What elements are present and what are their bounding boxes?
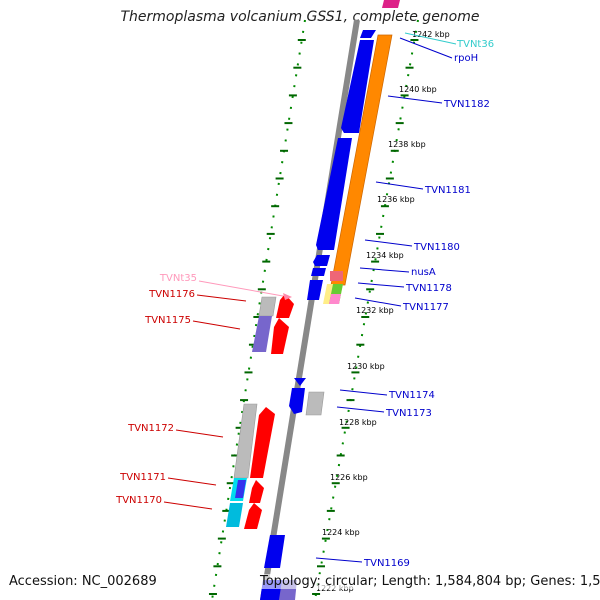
gene-TVN1170 (244, 503, 262, 529)
genome-title: Thermoplasma volcanium GSS1, complete ge… (120, 9, 480, 25)
gene-label-TVN1174[interactable]: TVN1174 (388, 390, 435, 401)
gene-TVN1182 (341, 40, 374, 133)
gene-TVN1175 (271, 318, 289, 354)
gene-pink-small (329, 294, 341, 304)
leader-line (375, 181, 424, 190)
gene-label-TVN1171[interactable]: TVN1171 (119, 472, 166, 483)
scale-label: 1242 kbp (412, 30, 450, 39)
leader-line (192, 320, 241, 330)
genome-summary-text: Topology: circular; Length: 1,584,804 bp… (260, 574, 600, 589)
gene-label-nusA[interactable]: nusA (411, 267, 436, 278)
gene-TVNt35 (283, 293, 292, 300)
gene-label-TVN1180[interactable]: TVN1180 (413, 242, 460, 253)
scale-label: 1240 kbp (399, 85, 437, 94)
gene-TVN1172-gray (233, 403, 258, 479)
gene-TVN1180 (313, 255, 330, 266)
scale-label: 1224 kbp (322, 528, 360, 537)
left-gene-labels: TVNt35 TVN1176 TVN1175 TVN1172 TVN1171 T… (115, 273, 284, 510)
leader-line (163, 501, 213, 510)
gene-label-TVN1173[interactable]: TVN1173 (385, 408, 432, 419)
gene-arrow-small (294, 378, 306, 386)
gene-TVN1176-forward (276, 294, 294, 318)
gene-TVN1178 (307, 280, 323, 300)
gene-label-TVN1169[interactable]: TVN1169 (363, 558, 410, 569)
gene-TVN1181 (316, 138, 352, 250)
scale-label: 1226 kbp (330, 473, 368, 482)
leader-line (404, 32, 457, 45)
gene-TVN1172 (250, 407, 275, 478)
gene-label-rpoH[interactable]: rpoH (454, 53, 478, 64)
leader-line (354, 297, 402, 307)
scale-label: 1236 kbp (377, 195, 415, 204)
scale-label: 1228 kbp (339, 418, 377, 427)
gene-label-TVN1182[interactable]: TVN1182 (443, 99, 490, 110)
gene-label-TVN1170[interactable]: TVN1170 (115, 495, 162, 506)
operon-band (330, 34, 393, 286)
gene-label-TVNt35[interactable]: TVNt35 (159, 273, 197, 284)
gene-TVN1171-blue (235, 480, 246, 498)
leader-line (387, 95, 443, 104)
gene-TVN1169 (264, 535, 285, 568)
gene-label-TVN1178[interactable]: TVN1178 (405, 283, 452, 294)
gene-top-magenta (382, 0, 400, 8)
leader-line (359, 267, 410, 273)
gene-nusA (311, 268, 326, 276)
scale-label: 1238 kbp (388, 140, 426, 149)
gene-label-TVN1181[interactable]: TVN1181 (424, 185, 471, 196)
gene-TVN1173 (305, 391, 325, 416)
leader-line (198, 280, 284, 297)
right-gene-labels: TVNt36 rpoH TVN1182 TVN1181 TVN1180 nusA… (315, 32, 494, 569)
gene-TVN1171 (249, 480, 264, 503)
accession-text: Accession: NC_002689 (9, 574, 157, 589)
gene-label-TVNt36[interactable]: TVNt36 (456, 39, 494, 50)
scale-label: 1232 kbp (356, 306, 394, 315)
scale-label: 1234 kbp (366, 251, 404, 260)
leader-line (175, 429, 224, 438)
gene-TVN1170-cyan (226, 503, 243, 527)
gene-TVN1176 (258, 296, 277, 317)
genome-backbone (260, 19, 360, 600)
leader-line (167, 477, 217, 486)
leader-line (196, 294, 247, 302)
scale-label: 1230 kbp (347, 362, 385, 371)
leader-line (364, 239, 413, 247)
gene-label-TVN1175[interactable]: TVN1175 (144, 315, 191, 326)
gene-TVN1174 (289, 388, 305, 414)
gene-salmon (330, 271, 343, 281)
leader-line (315, 557, 363, 563)
leader-line (336, 406, 385, 413)
leader-line (339, 389, 388, 396)
gene-label-TVN1177[interactable]: TVN1177 (402, 302, 449, 313)
gene-label-TVN1172[interactable]: TVN1172 (127, 423, 174, 434)
gene-label-TVN1176[interactable]: TVN1176 (148, 289, 195, 300)
leader-line (357, 282, 405, 288)
gene-rpoH-arrow (360, 30, 376, 38)
leader-line (399, 37, 453, 59)
gene-TVN1175-purple (252, 316, 272, 352)
